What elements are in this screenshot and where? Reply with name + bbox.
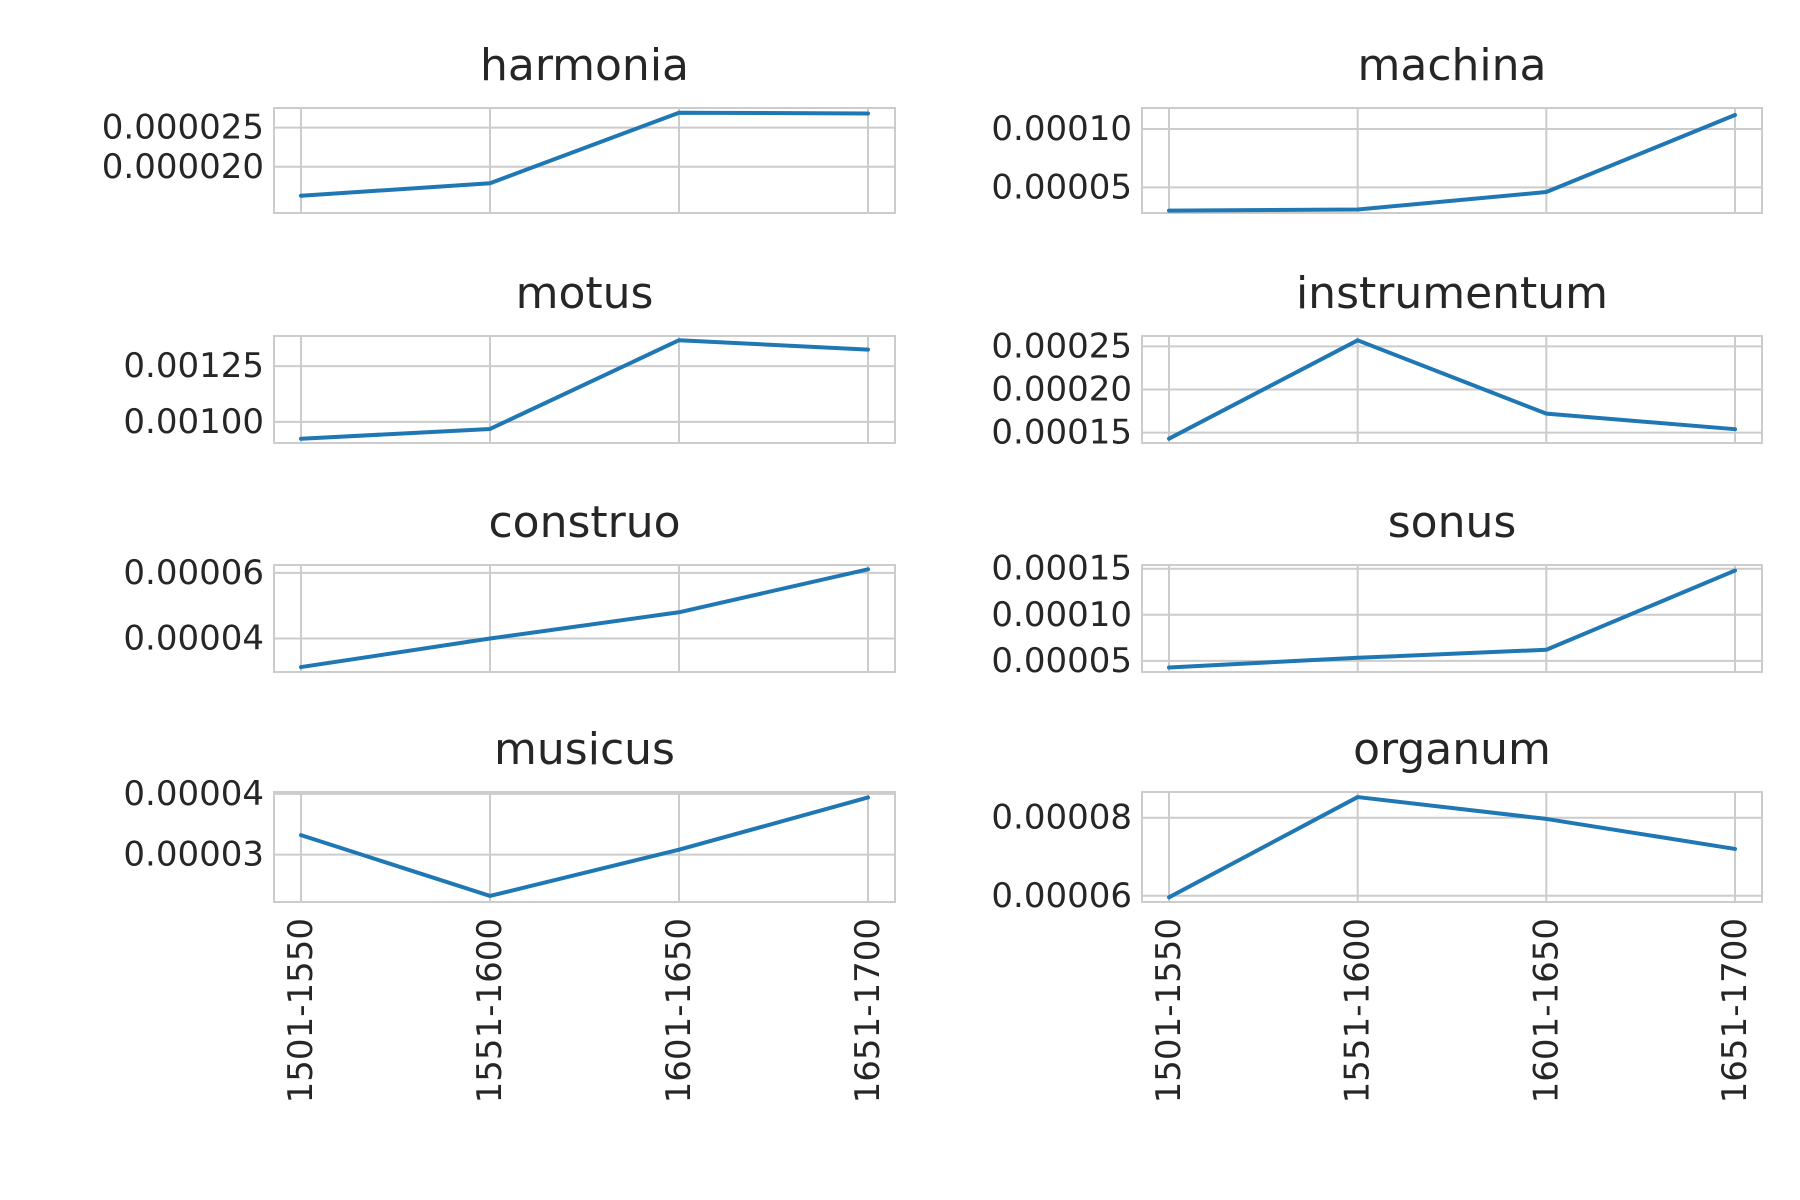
xtick-label: 1551-1600 [1338, 918, 1378, 1103]
panel-sonus: 0.00005 0.00010 0.00015 sonus [991, 497, 1763, 681]
ytick-label: 0.000025 [102, 108, 264, 148]
panel-title: motus [516, 268, 654, 319]
panel-machina: 0.00005 0.00010 machina [991, 40, 1763, 214]
panel-title: instrumentum [1296, 268, 1608, 319]
xtick-label: 1551-1600 [470, 918, 510, 1103]
series-line-harmonia [299, 110, 870, 198]
xtick-label: 1501-1550 [281, 918, 321, 1103]
ytick-label: 0.00125 [123, 346, 264, 386]
panel-title: organum [1353, 724, 1551, 775]
xtick-label: 1651-1700 [848, 918, 888, 1103]
panel-title: machina [1358, 40, 1547, 91]
ytick-label: 0.00004 [123, 774, 264, 814]
axes-frame [273, 791, 896, 903]
panel-musicus: 0.00003 0.00004 musicus 1501-1550 1551-1600 1… [123, 724, 896, 1103]
panel-motus: 0.00100 0.00125 motus [123, 268, 896, 444]
ytick-label: 0.00008 [991, 798, 1132, 838]
ytick-label: 0.00015 [991, 413, 1132, 453]
ytick-label: 0.00010 [991, 109, 1132, 149]
ytick-label: 0.00005 [991, 641, 1132, 681]
axes-frame [273, 107, 896, 214]
axes-frame [1141, 107, 1763, 214]
series-line-motus [299, 338, 870, 441]
ytick-label: 0.00003 [123, 835, 264, 875]
ytick-label: 0.00025 [991, 326, 1132, 366]
xtick-label: 1601-1650 [1526, 918, 1566, 1103]
axes-frame [1141, 791, 1763, 903]
panel-title: construo [488, 497, 680, 548]
panel-organum: 0.00006 0.00008 organum 1501-1550 1551-1600 1… [991, 724, 1763, 1103]
series-line-construo [299, 567, 870, 670]
series-line-organum [1167, 795, 1737, 900]
ytick-label: 0.00020 [991, 370, 1132, 410]
axes-frame [1141, 564, 1763, 673]
axes-frame [1141, 335, 1763, 444]
ytick-label: 0.00015 [991, 549, 1132, 589]
ytick-label: 0.00006 [123, 553, 264, 593]
panel-construo: 0.00004 0.00006 construo [123, 497, 896, 673]
panel-title: harmonia [480, 40, 689, 91]
series-line-machina [1167, 113, 1737, 213]
panel-title: musicus [494, 724, 675, 775]
series-line-instrumentum [1167, 338, 1737, 441]
ytick-label: 0.00006 [991, 876, 1132, 916]
ytick-label: 0.00005 [991, 167, 1132, 207]
ytick-label: 0.00010 [991, 595, 1132, 635]
axes-frame [273, 564, 896, 673]
ytick-label: 0.000020 [102, 147, 264, 187]
axes-frame [273, 335, 896, 444]
ytick-label: 0.00004 [123, 619, 264, 659]
panel-title: sonus [1388, 497, 1517, 548]
xtick-label: 1651-1700 [1715, 918, 1755, 1103]
xtick-label: 1501-1550 [1149, 918, 1189, 1103]
series-line-musicus [299, 795, 870, 898]
series-line-sonus [1167, 568, 1737, 670]
xtick-label: 1601-1650 [659, 918, 699, 1103]
ytick-label: 0.00100 [123, 402, 264, 442]
